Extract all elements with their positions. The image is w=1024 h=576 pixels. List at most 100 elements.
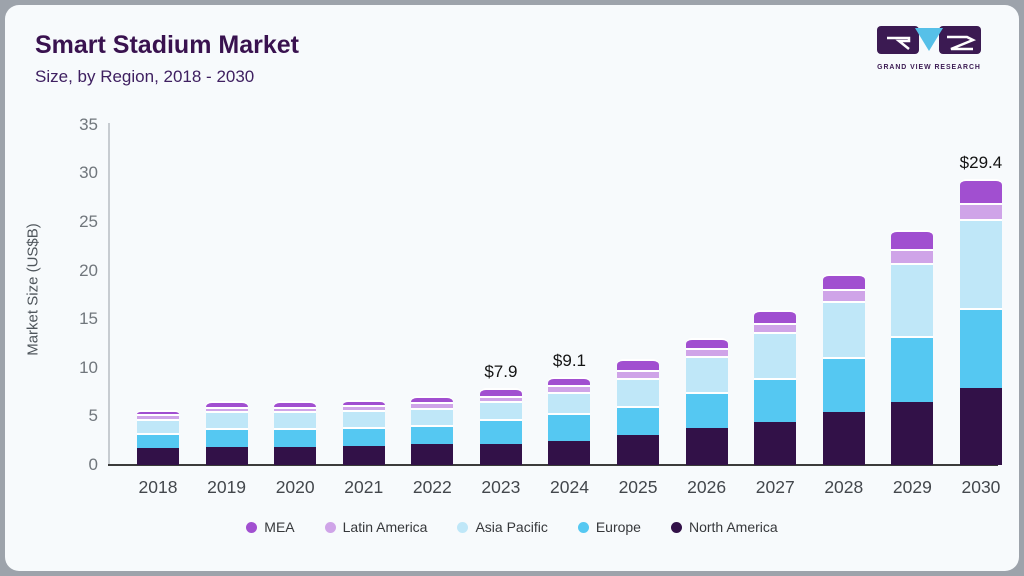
y-tick-label: 20 bbox=[79, 260, 98, 280]
x-tick-label-2019: 2019 bbox=[207, 477, 247, 497]
legend-item-latin-america: Latin America bbox=[324, 519, 428, 535]
bar-segment-2025-europe bbox=[617, 405, 660, 435]
y-tick-label: 5 bbox=[88, 406, 98, 426]
bar-segment-2021-asia-pacific bbox=[342, 409, 385, 428]
bar-segment-2019-mea bbox=[205, 400, 248, 407]
bar-segment-2027-latin-america bbox=[754, 323, 797, 332]
bar-segment-2020-europe bbox=[274, 428, 317, 447]
x-tick-label-2025: 2025 bbox=[618, 477, 658, 497]
bar-segment-2022-latin-america bbox=[411, 401, 454, 408]
bar-segment-2024-mea bbox=[548, 376, 591, 386]
bar-segment-2021-europe bbox=[342, 427, 385, 446]
y-axis-title: Market Size (US$B) bbox=[24, 223, 42, 356]
legend-dot-icon bbox=[457, 521, 469, 533]
bar-segment-2019-asia-pacific bbox=[205, 410, 248, 429]
value-label-2024: $9.1 bbox=[552, 350, 587, 370]
y-tick-label: 25 bbox=[79, 212, 98, 231]
y-tick-label: 15 bbox=[79, 309, 98, 329]
x-tick-label-2024: 2024 bbox=[550, 477, 589, 497]
legend-item-mea: MEA bbox=[246, 519, 295, 535]
bar-segment-2028-latin-america bbox=[822, 289, 865, 301]
logo-caption: GRAND VIEW RESEARCH bbox=[877, 64, 981, 71]
bar-segment-2028-mea bbox=[822, 274, 865, 290]
legend-dot-icon bbox=[324, 521, 336, 533]
legend-label: North America bbox=[688, 519, 778, 535]
value-label-2023: $7.9 bbox=[484, 362, 518, 382]
bar-segment-2030-north-america bbox=[959, 388, 1002, 465]
bar-segment-2021-north-america bbox=[342, 445, 385, 465]
bar-segment-2025-north-america bbox=[617, 434, 660, 465]
bar-segment-2025-latin-america bbox=[617, 369, 660, 379]
bar-segment-2020-mea bbox=[274, 400, 317, 407]
bar-segment-2028-europe bbox=[822, 357, 865, 412]
bar-segment-2026-asia-pacific bbox=[685, 356, 728, 393]
bar-segment-2022-mea bbox=[411, 395, 454, 402]
x-tick-label-2023: 2023 bbox=[481, 477, 521, 497]
chart-subtitle: Size, by Region, 2018 - 2030 bbox=[35, 67, 255, 86]
x-tick-label-2026: 2026 bbox=[687, 477, 727, 497]
y-tick-label: 30 bbox=[79, 163, 98, 183]
bar-segment-2024-north-america bbox=[548, 440, 591, 465]
bar-segment-2019-europe bbox=[205, 428, 248, 447]
bar-segment-2026-europe bbox=[685, 392, 728, 429]
bar-segment-2021-latin-america bbox=[342, 404, 385, 410]
bar-segment-2022-asia-pacific bbox=[411, 407, 454, 426]
x-tick-label-2018: 2018 bbox=[138, 477, 178, 497]
bar-segment-2026-north-america bbox=[685, 428, 728, 465]
bar-segment-2029-mea bbox=[891, 229, 934, 250]
bar-segment-2024-latin-america bbox=[548, 385, 591, 393]
chart-title: Smart Stadium Market bbox=[35, 31, 299, 59]
bar-segment-2029-north-america bbox=[891, 401, 934, 465]
x-tick-label-2022: 2022 bbox=[412, 477, 452, 497]
y-axis-line bbox=[108, 123, 110, 465]
bar-segment-2018-mea bbox=[137, 409, 179, 415]
bar-segment-2021-mea bbox=[342, 399, 385, 405]
legend-label: Asia Pacific bbox=[475, 519, 548, 535]
y-tick-label: 10 bbox=[79, 357, 98, 377]
bar-segment-2023-asia-pacific bbox=[479, 400, 522, 420]
x-tick-label-2029: 2029 bbox=[892, 477, 932, 497]
bar-segment-2029-asia-pacific bbox=[891, 262, 934, 336]
x-tick-label-2030: 2030 bbox=[961, 477, 1001, 497]
bar-segment-2025-asia-pacific bbox=[617, 378, 660, 406]
legend-label: MEA bbox=[264, 519, 295, 535]
bar-segment-2022-europe bbox=[411, 425, 454, 444]
bar-segment-2018-europe bbox=[137, 432, 179, 449]
bar-segment-2024-europe bbox=[548, 413, 591, 441]
bar-segment-2030-europe bbox=[959, 307, 1002, 389]
bar-segment-2020-latin-america bbox=[274, 406, 317, 411]
bar-segment-2020-north-america bbox=[274, 446, 317, 465]
x-tick-label-2028: 2028 bbox=[824, 477, 864, 497]
bar-segment-2019-latin-america bbox=[205, 406, 248, 411]
bar-segment-2019-north-america bbox=[205, 446, 248, 465]
legend-dot-icon bbox=[246, 521, 258, 533]
y-tick-label: 35 bbox=[79, 114, 98, 134]
legend-item-europe: Europe bbox=[577, 519, 641, 535]
bar-segment-2027-mea bbox=[754, 310, 797, 324]
bar-segment-2020-asia-pacific bbox=[274, 410, 317, 429]
bar-segment-2030-latin-america bbox=[959, 202, 1002, 220]
bar-segment-2030-mea bbox=[959, 179, 1002, 203]
bar-segment-2030-asia-pacific bbox=[959, 219, 1002, 308]
bar-segment-2027-europe bbox=[754, 378, 797, 423]
bar-segment-2024-asia-pacific bbox=[548, 392, 591, 414]
grand-view-research-logo: GRAND VIEW RESEARCH bbox=[877, 25, 981, 71]
bar-segment-2023-europe bbox=[479, 419, 522, 444]
gvr-logo-icon bbox=[877, 26, 981, 54]
value-label-2030: $29.4 bbox=[959, 153, 1003, 173]
bar-segment-2025-mea bbox=[617, 359, 660, 370]
bar-segment-2027-north-america bbox=[754, 422, 797, 465]
legend-label: Latin America bbox=[342, 519, 428, 535]
legend-item-north-america: North America bbox=[670, 519, 778, 535]
bar-segment-2027-asia-pacific bbox=[754, 331, 797, 379]
bar-segment-2026-mea bbox=[685, 337, 728, 349]
bar-segment-2023-latin-america bbox=[479, 395, 522, 401]
y-tick-label: 0 bbox=[88, 455, 98, 474]
legend: MEA Latin America Asia Pacific Europe North … bbox=[5, 519, 1019, 535]
x-tick-label-2027: 2027 bbox=[755, 477, 795, 497]
x-tick-label-2020: 2020 bbox=[275, 477, 315, 497]
bar-segment-2028-asia-pacific bbox=[822, 300, 865, 358]
legend-dot-icon bbox=[577, 521, 589, 533]
bar-segment-2018-north-america bbox=[137, 448, 179, 465]
bar-segment-2023-north-america bbox=[479, 443, 522, 465]
